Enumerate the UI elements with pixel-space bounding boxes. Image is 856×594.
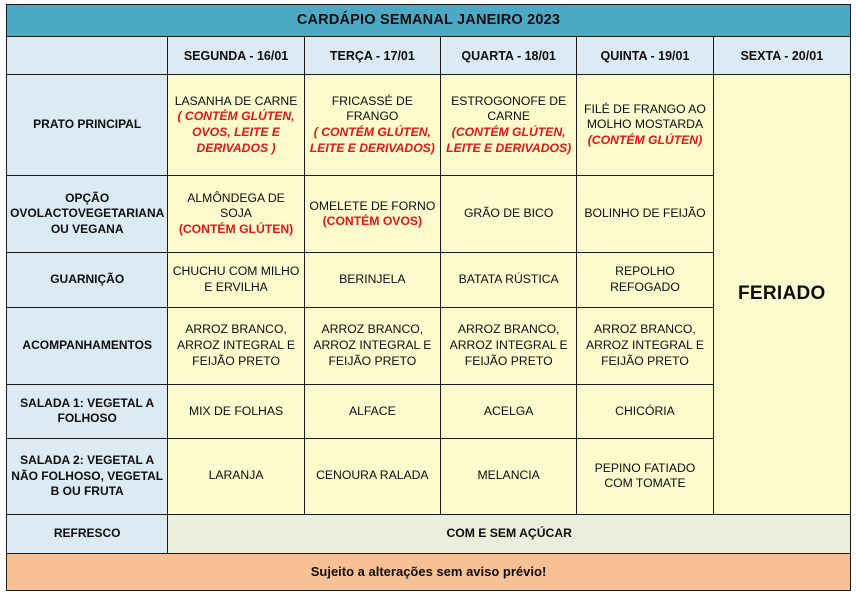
table-row: SALADA 1: VEGETAL A FOLHOSO MIX DE FOLHA… [5,384,851,439]
menu-cell: REPOLHO REFOGADO [576,252,714,308]
menu-cell: ARROZ BRANCO, ARROZ INTEGRAL E FEIJÃO PR… [167,306,305,386]
row-label-guarnicao: GUARNIÇÃO [5,252,169,308]
menu-table-body: CARDÁPIO SEMANAL JANEIRO 2023 SEGUNDA - … [5,4,852,591]
menu-cell: CENOURA RALADA [303,437,442,516]
row-label-acompanhamentos: ACOMPANHAMENTOS [5,306,169,386]
menu-cell: BATATA RÚSTICA [439,252,578,308]
menu-cell: MELANCIA [439,437,578,516]
day-header-quinta: QUINTA - 19/01 [576,36,714,75]
menu-cell: MIX DE FOLHAS [167,384,305,439]
allergen-note: ( CONTÉM GLÚTEN, LEITE E DERIVADOS) [309,124,435,155]
dish-name: CHICÓRIA [615,403,675,418]
dish-name: ARROZ BRANCO, ARROZ INTEGRAL E FEIJÃO PR… [177,322,296,368]
allergen-note: (CONTÉM GLÚTEN) [587,132,703,147]
menu-cell: OMELETE DE FORNO (CONTÉM OVOS) [303,174,442,254]
dish-name: MELANCIA [477,468,540,483]
menu-cell: ARROZ BRANCO, ARROZ INTEGRAL E FEIJÃO PR… [303,306,442,386]
table-row: PRATO PRINCIPAL LASANHA DE CARNE( CONTÉM… [5,74,852,515]
menu-cell: BOLINHO DE FEIJÃO [576,174,714,254]
dish-name: GRÃO DE BICO [463,206,554,221]
day-header-row: SEGUNDA - 16/01 TERÇA - 17/01 QUARTA - 1… [5,36,852,75]
refresco-value: COM E SEM AÇÚCAR [167,514,851,554]
allergen-note: (CONTÉM OVOS) [322,214,423,229]
menu-cell: ARROZ BRANCO, ARROZ INTEGRAL E FEIJÃO PR… [439,306,578,386]
menu-cell: ARROZ BRANCO, ARROZ INTEGRAL E FEIJÃO PR… [576,306,714,386]
menu-cell: ACELGA [439,384,578,439]
title-row: CARDÁPIO SEMANAL JANEIRO 2023 [6,4,851,37]
row-label-refresco: REFRESCO [5,514,169,554]
dish-name: REPOLHO REFOGADO [610,264,680,294]
menu-cell: GRÃO DE BICO [439,174,578,254]
menu-cell: BERINJELA [303,252,442,308]
menu-cell: ALFACE [303,384,442,439]
dish-name: CENOURA RALADA [316,468,429,483]
dish-name: PEPINO FATIADO COM TOMATE [594,460,696,491]
dish-name: LARANJA [208,468,264,483]
row-label-opcao-vegetariana: OPÇÃO OVOLACTOVEGETARIANA OU VEGANA [5,174,169,254]
refresco-row: REFRESCO COM E SEM AÇÚCAR [5,514,851,554]
dish-name: ARROZ BRANCO, ARROZ INTEGRAL E FEIJÃO PR… [585,322,704,368]
dish-name: ARROZ BRANCO, ARROZ INTEGRAL E FEIJÃO PR… [449,322,568,368]
day-header-quarta: QUARTA - 18/01 [439,36,578,75]
table-row: SALADA 2: VEGETAL A NÃO FOLHOSO, VEGETAL… [5,437,851,516]
allergen-note: (CONTÉM GLÚTEN, LEITE E DERIVADOS) [446,124,572,155]
dish-name: OMELETE DE FORNO [309,198,436,213]
dish-name: MIX DE FOLHAS [188,403,284,418]
dish-name: FRICASSÉ DE FRANGO [331,93,413,124]
weekly-menu-table: CARDÁPIO SEMANAL JANEIRO 2023 SEGUNDA - … [5,4,852,591]
dish-name: ARROZ BRANCO, ARROZ INTEGRAL E FEIJÃO PR… [313,322,432,368]
page-title: CARDÁPIO SEMANAL JANEIRO 2023 [6,4,851,37]
menu-cell: ESTROGONOFE DE CARNE (CONTÉM GLÚTEN, LEIT… [439,74,578,176]
corner-blank-cell [5,36,169,75]
day-header-segunda: SEGUNDA - 16/01 [167,36,305,75]
dish-name: ALFACE [348,403,396,418]
row-label-salada-2: SALADA 2: VEGETAL A NÃO FOLHOSO, VEGETAL… [5,437,169,516]
table-row: GUARNIÇÃO CHUCHU COM MILHO E ERVILHA BER… [5,252,851,308]
menu-cell: LASANHA DE CARNE( CONTÉM GLÚTEN, OVOS, L… [167,74,305,176]
footer-row: Sujeito a alterações sem aviso prévio! [6,553,851,591]
allergen-note: ( CONTÉM GLÚTEN, OVOS, LEITE E DERIVADOS… [177,109,295,155]
row-label-salada-1: SALADA 1: VEGETAL A FOLHOSO [5,384,169,439]
menu-cell: CHICÓRIA [576,384,714,439]
menu-cell: PEPINO FATIADO COM TOMATE [576,437,714,516]
dish-name: BATATA RÚSTICA [458,272,559,287]
dish-name: ALMÔNDEGA DE SOJA [187,190,285,221]
dish-name: FILÉ DE FRANGO AO MOLHO MOSTARDA [584,101,706,132]
day-header-terca: TERÇA - 17/01 [303,36,442,75]
footer-disclaimer: Sujeito a alterações sem aviso prévio! [6,553,851,591]
dish-name: BOLINHO DE FEIJÃO [584,206,706,221]
menu-cell: CHUCHU COM MILHO E ERVILHA [167,252,305,308]
menu-cell: FRICASSÉ DE FRANGO( CONTÉM GLÚTEN, LEITE… [303,74,442,176]
table-row: ACOMPANHAMENTOS ARROZ BRANCO, ARROZ INTE… [5,306,851,386]
allergen-note: (CONTÉM GLÚTEN) [178,221,294,236]
dish-name: BERINJELA [339,272,406,287]
row-label-prato-principal: PRATO PRINCIPAL [5,74,169,176]
dish-name: ESTROGONOFE DE CARNE [451,93,567,124]
dish-name: LASANHA DE CARNE [174,93,298,108]
menu-cell: LARANJA [167,437,305,516]
menu-cell: FILÉ DE FRANGO AO MOLHO MOSTARDA (CONTÉM … [576,74,714,176]
dish-name: ACELGA [483,403,534,418]
dish-name: CHUCHU COM MILHO E ERVILHA [172,264,300,294]
day-header-sexta: SEXTA - 20/01 [712,36,852,75]
friday-holiday-cell: FERIADO [712,74,852,515]
menu-cell: ALMÔNDEGA DE SOJA (CONTÉM GLÚTEN) [167,174,305,254]
table-row: OPÇÃO OVOLACTOVEGETARIANA OU VEGANA ALMÔ… [5,174,851,254]
